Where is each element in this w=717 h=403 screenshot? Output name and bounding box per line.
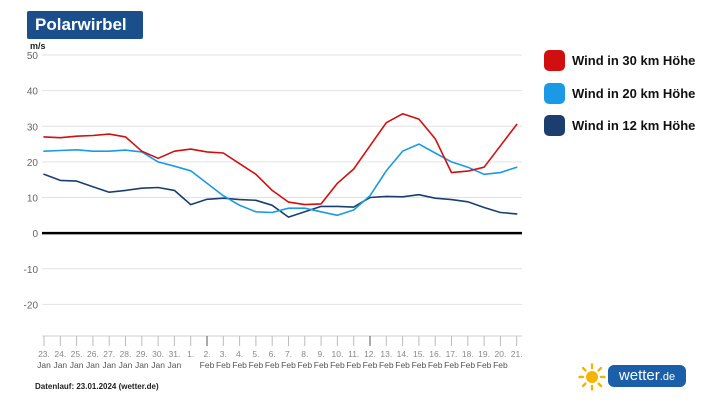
x-tick-label-month: Feb	[314, 360, 329, 370]
x-tick-label-month: Jan	[53, 360, 67, 370]
x-tick-label-month: Feb	[379, 360, 394, 370]
x-tick-label-day: 25.	[71, 349, 83, 359]
x-tick-label-month: Feb	[281, 360, 296, 370]
data-run-footer: Datenlauf: 23.01.2024 (wetter.de)	[35, 382, 159, 391]
x-tick-label-day: 1.	[187, 349, 194, 359]
series-line-12km	[43, 173, 518, 218]
brand-tld: .de	[659, 371, 676, 383]
x-tick-label-month: Jan	[102, 360, 116, 370]
y-tick-label: -20	[24, 300, 39, 311]
x-tick-label-day: 23.	[38, 349, 50, 359]
legend-swatch-12km	[544, 115, 565, 136]
x-tick-label-month: Feb	[493, 360, 508, 370]
y-tick-label: 40	[27, 87, 39, 98]
brand-pill: wetter.de	[608, 365, 686, 387]
x-tick-label-day: 26.	[87, 349, 99, 359]
x-tick-label-month: Jan	[135, 360, 149, 370]
series-line-20km	[43, 143, 518, 217]
x-tick-label-month: Jan	[70, 360, 84, 370]
legend-label-20km: Wind in 20 km Höhe	[572, 86, 696, 101]
x-tick-label-day: 31.	[168, 349, 180, 359]
x-tick-label-month: Feb	[428, 360, 443, 370]
legend-swatch-20km	[544, 83, 565, 104]
x-tick-label-month: Feb	[297, 360, 312, 370]
x-tick-label-day: 8.	[301, 349, 308, 359]
y-unit-label: m/s	[30, 41, 46, 51]
series-line-30km	[43, 113, 518, 206]
y-tick-label: 10	[27, 194, 39, 205]
x-tick-label-month: Jan	[151, 360, 165, 370]
x-tick-label-day: 3.	[220, 349, 227, 359]
y-tick-label: 0	[32, 229, 38, 240]
wetter-de-logo[interactable]: wetter.de	[576, 362, 691, 392]
legend-swatch-30km	[544, 50, 565, 71]
x-tick-label-month: Feb	[444, 360, 459, 370]
x-tick-label-month: Feb	[232, 360, 247, 370]
x-tick-label-day: 16.	[429, 349, 441, 359]
x-tick-label-day: 14.	[397, 349, 409, 359]
x-tick-label-month: Feb	[395, 360, 410, 370]
x-tick-label-month: Feb	[460, 360, 475, 370]
x-tick-label-day: 9.	[318, 349, 325, 359]
x-tick-label-month: Jan	[37, 360, 51, 370]
sun-icon	[578, 363, 606, 391]
x-tick-label-day: 27.	[103, 349, 115, 359]
x-tick-label-day: 24.	[54, 349, 66, 359]
legend-label-12km: Wind in 12 km Höhe	[572, 118, 696, 133]
legend-label-30km: Wind in 30 km Höhe	[572, 53, 696, 68]
x-tick-label-day: 2.	[203, 349, 210, 359]
x-tick-label-day: 11.	[348, 349, 359, 359]
x-tick-label-day: 17.	[446, 349, 458, 359]
x-tick-label-day: 4.	[236, 349, 243, 359]
x-tick-label-month: Jan	[168, 360, 182, 370]
x-tick-label-day: 21.	[511, 349, 523, 359]
x-tick-label-month: Feb	[412, 360, 427, 370]
x-tick-label-day: 29.	[136, 349, 148, 359]
x-tick-label-day: 10.	[331, 349, 343, 359]
x-tick-label-month: Feb	[346, 360, 361, 370]
x-tick-label-month: Feb	[249, 360, 264, 370]
y-tick-label: -10	[24, 265, 39, 276]
x-tick-label-day: 15.	[413, 349, 425, 359]
x-tick-label-month: Feb	[265, 360, 280, 370]
y-tick-label: 30	[27, 122, 39, 133]
x-tick-label-month: Feb	[200, 360, 215, 370]
x-tick-label-day: 12.	[364, 349, 376, 359]
x-tick-label-month: Feb	[216, 360, 231, 370]
x-tick-label-month: Jan	[119, 360, 133, 370]
x-tick-label-month: Feb	[477, 360, 492, 370]
chart-title: Polarwirbel	[27, 11, 143, 39]
x-tick-label-day: 5.	[252, 349, 259, 359]
x-tick-label-day: 6.	[269, 349, 276, 359]
x-tick-label-day: 19.	[478, 349, 490, 359]
x-tick-label-day: 18.	[462, 349, 474, 359]
x-tick-label-month: Feb	[363, 360, 378, 370]
x-tick-label-day: 30.	[152, 349, 164, 359]
x-tick-label-day: 28.	[120, 349, 132, 359]
x-tick-label-month: Jan	[86, 360, 100, 370]
y-tick-label: 50	[27, 51, 39, 62]
x-tick-label-day: 13.	[380, 349, 392, 359]
x-tick-label-day: 20.	[494, 349, 506, 359]
x-tick-label-day: 7.	[285, 349, 292, 359]
brand-name: wetter	[618, 367, 660, 384]
y-tick-label: 20	[27, 158, 39, 169]
x-tick-label-month: Feb	[330, 360, 345, 370]
